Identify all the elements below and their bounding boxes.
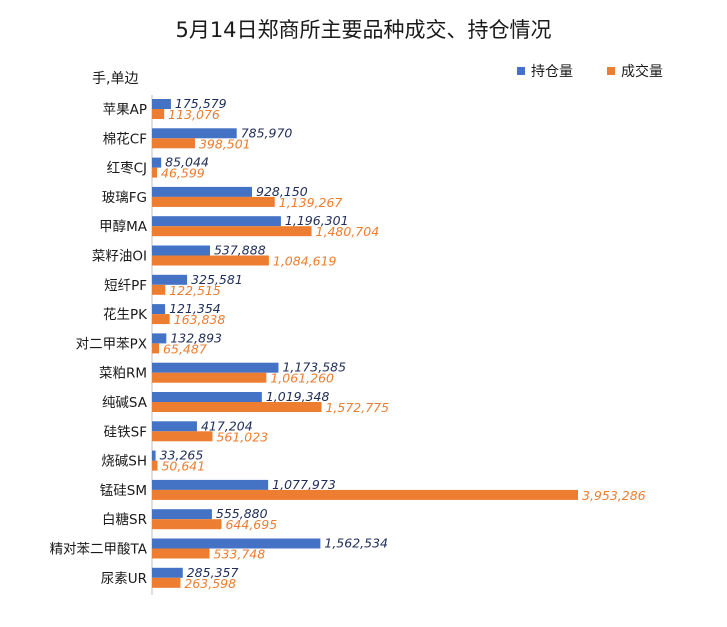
bar-volume (152, 343, 160, 354)
data-label-position: 1,196,301 (285, 213, 349, 228)
bar-volume (152, 519, 222, 530)
data-label-volume: 533,748 (214, 547, 266, 562)
data-label-position: 555,880 (216, 506, 268, 521)
category-label: 棉花CF (103, 131, 147, 147)
data-label-position: 325,581 (191, 272, 243, 287)
data-label-volume: 163,838 (174, 312, 226, 327)
bar-volume (152, 196, 275, 207)
bar-position (152, 157, 162, 168)
category-label: 苹果AP (103, 102, 147, 118)
data-label-position: 537,888 (214, 243, 266, 258)
category-label: 对二甲苯PX (76, 336, 147, 352)
bar-position (152, 186, 253, 197)
bar-position (152, 99, 171, 109)
category-label: 红枣CJ (107, 161, 147, 177)
legend-item-volume: 成交量 (607, 61, 663, 81)
data-label-position: 132,893 (170, 330, 222, 345)
category-label: 硅铁SF (104, 424, 147, 440)
category-label: 白糖SR (102, 512, 147, 528)
data-label-position: 285,357 (187, 565, 239, 580)
bar-position (152, 509, 212, 520)
bar-volume (152, 109, 165, 119)
category-label: 甲醇MA (99, 218, 148, 235)
data-label-position: 785,970 (241, 125, 293, 140)
bar-position (152, 538, 321, 549)
bar-volume (152, 138, 195, 149)
legend-swatch-volume (607, 67, 615, 75)
bar-volume (152, 226, 312, 237)
bar-position (152, 245, 210, 256)
category-label: 菜籽油OI (92, 249, 147, 265)
legend-swatch-position (517, 67, 525, 75)
bar-volume (152, 548, 210, 559)
data-label-volume: 113,076 (168, 107, 220, 122)
bar-position (152, 333, 167, 344)
bar-volume (152, 431, 213, 442)
data-label-volume: 644,695 (225, 517, 277, 532)
bar-position (152, 216, 281, 227)
data-label-position: 33,265 (160, 448, 204, 463)
data-label-volume: 50,641 (161, 459, 205, 474)
data-label-volume: 263,598 (184, 576, 236, 591)
data-label-volume: 1,480,704 (316, 224, 380, 239)
data-label-position: 928,150 (256, 184, 308, 199)
data-label-volume: 1,139,267 (279, 195, 343, 210)
bar-volume (152, 372, 267, 383)
category-label: 菜粕RM (99, 366, 147, 382)
category-label: 烧碱SH (101, 454, 147, 470)
chart-title: 5月14日郑商所主要品种成交、持仓情况 (175, 18, 552, 42)
bar-position (152, 567, 183, 578)
bar-volume (152, 577, 181, 588)
bar-position (152, 128, 237, 139)
data-label-position: 1,173,585 (282, 360, 346, 375)
data-label-volume: 398,501 (199, 136, 251, 151)
data-label-position: 1,019,348 (266, 389, 330, 404)
data-label-position: 417,204 (201, 418, 253, 433)
bar-position (152, 362, 279, 373)
unit-label: 手,单边 (92, 71, 139, 87)
category-label: 纯碱SA (102, 395, 148, 411)
data-label-volume: 561,023 (216, 429, 268, 444)
data-label-volume: 46,599 (161, 166, 205, 181)
category-label: 短纤PF (104, 278, 147, 294)
bar-position (152, 421, 197, 432)
category-label: 精对苯二甲酸TA (50, 542, 148, 558)
data-label-volume: 1,061,260 (270, 371, 334, 386)
bar-volume (152, 489, 578, 500)
bar-volume (152, 167, 158, 178)
bar-volume (152, 314, 170, 325)
category-label: 玻璃FG (102, 189, 147, 206)
data-label-volume: 122,515 (169, 283, 221, 298)
legend: 持仓量 成交量 (517, 61, 663, 81)
data-label-volume: 1,572,775 (325, 400, 389, 415)
data-label-position: 1,562,534 (324, 536, 388, 551)
category-label: 尿素UR (101, 571, 147, 587)
bar-position (152, 479, 269, 490)
data-label-volume: 3,953,286 (582, 488, 646, 503)
category-label: 锰硅SM (100, 483, 147, 499)
data-label-volume: 65,487 (163, 341, 207, 356)
category-label: 花生PK (103, 307, 148, 323)
data-label-position: 121,354 (169, 301, 221, 316)
bar-position (152, 392, 262, 402)
data-label-volume: 1,084,619 (273, 254, 337, 269)
bar-volume (152, 255, 269, 266)
bar-volume (152, 402, 322, 412)
data-label-position: 175,579 (175, 96, 227, 111)
data-label-position: 1,077,973 (272, 477, 336, 492)
bar-volume (152, 460, 158, 471)
bar-position (152, 304, 166, 315)
legend-item-position: 持仓量 (517, 61, 573, 81)
legend-label-position: 持仓量 (531, 64, 573, 80)
legend-label-volume: 成交量 (621, 64, 663, 80)
bar-position (152, 274, 188, 285)
bar-volume (152, 284, 166, 295)
data-label-position: 85,044 (165, 155, 209, 170)
bar-position (152, 450, 156, 461)
